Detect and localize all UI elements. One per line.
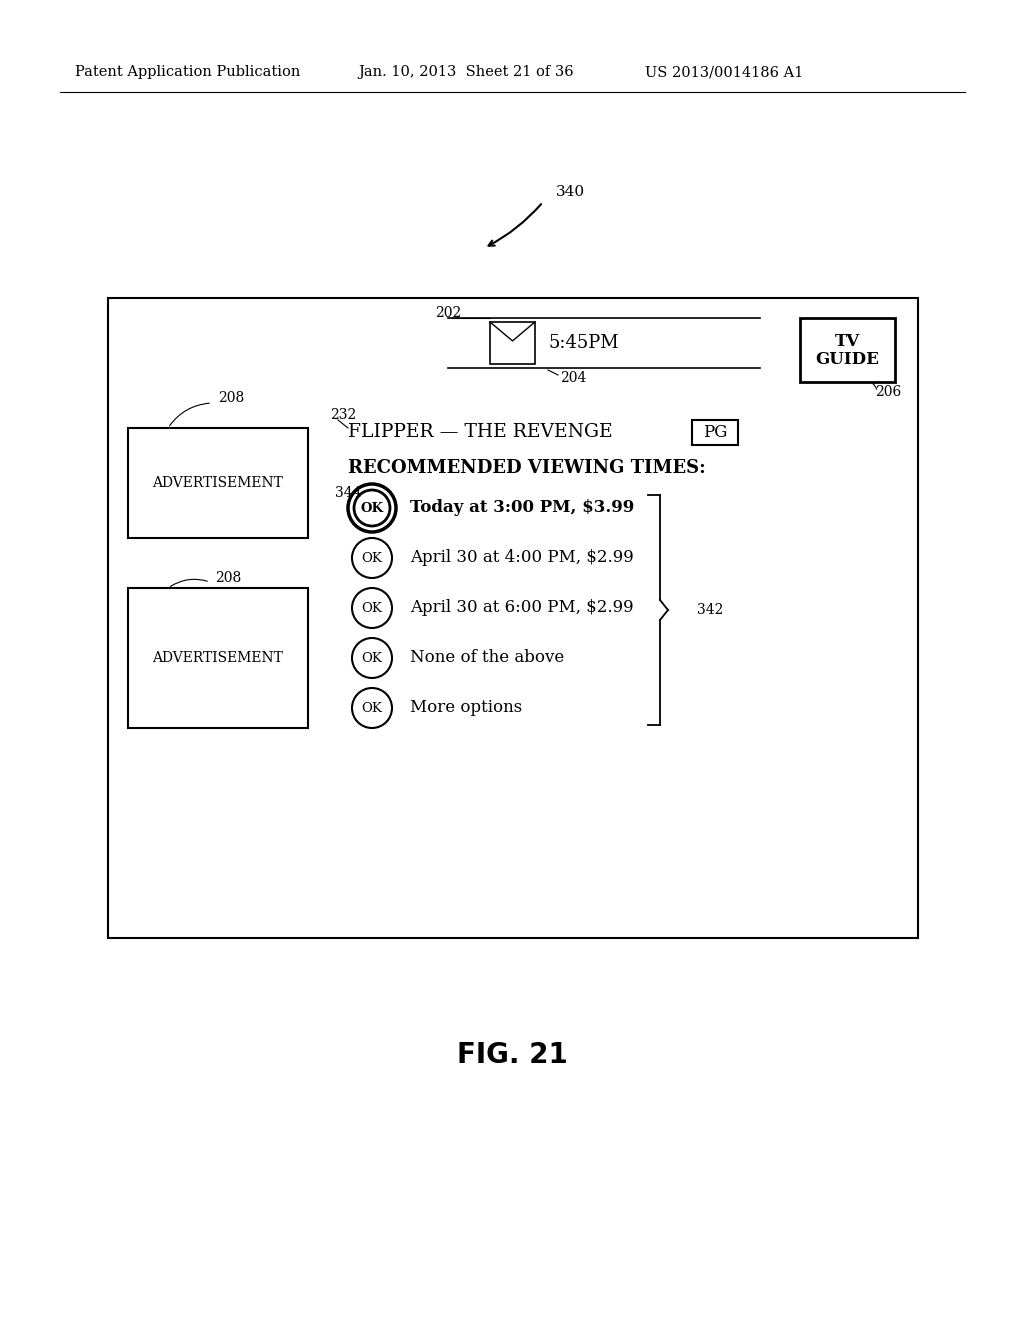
Text: OK: OK: [361, 602, 382, 615]
Text: OK: OK: [361, 652, 382, 664]
Text: RECOMMENDED VIEWING TIMES:: RECOMMENDED VIEWING TIMES:: [348, 459, 706, 477]
Text: Patent Application Publication: Patent Application Publication: [75, 65, 300, 79]
Text: April 30 at 6:00 PM, $2.99: April 30 at 6:00 PM, $2.99: [410, 599, 634, 616]
Bar: [128, 587, 308, 729]
Text: GUIDE: GUIDE: [815, 351, 880, 367]
Bar: [490, 322, 535, 364]
Text: PG: PG: [702, 424, 727, 441]
Bar: [800, 318, 895, 381]
Text: 208: 208: [215, 572, 242, 585]
Text: 204: 204: [560, 371, 587, 385]
Text: FIG. 21: FIG. 21: [457, 1041, 567, 1069]
Text: ADVERTISEMENT: ADVERTISEMENT: [153, 477, 284, 490]
Text: 202: 202: [435, 306, 461, 319]
Text: None of the above: None of the above: [410, 649, 564, 667]
Text: 206: 206: [874, 385, 901, 399]
Bar: [108, 298, 918, 939]
Text: April 30 at 4:00 PM, $2.99: April 30 at 4:00 PM, $2.99: [410, 549, 634, 566]
Text: Jan. 10, 2013  Sheet 21 of 36: Jan. 10, 2013 Sheet 21 of 36: [358, 65, 573, 79]
Text: OK: OK: [361, 552, 382, 565]
Text: ADVERTISEMENT: ADVERTISEMENT: [153, 651, 284, 665]
Text: OK: OK: [361, 701, 382, 714]
Text: 208: 208: [218, 391, 245, 405]
Text: 5:45PM: 5:45PM: [548, 334, 618, 352]
Text: More options: More options: [410, 700, 522, 717]
Bar: [692, 420, 738, 445]
Text: TV: TV: [835, 334, 860, 351]
Bar: [128, 428, 308, 539]
Text: OK: OK: [360, 502, 384, 515]
Text: Today at 3:00 PM, $3.99: Today at 3:00 PM, $3.99: [410, 499, 634, 516]
Text: 344: 344: [335, 486, 361, 500]
Text: US 2013/0014186 A1: US 2013/0014186 A1: [645, 65, 804, 79]
Text: 342: 342: [697, 603, 723, 616]
Text: 340: 340: [556, 185, 585, 199]
Text: FLIPPER — THE REVENGE: FLIPPER — THE REVENGE: [348, 422, 612, 441]
Text: 232: 232: [330, 408, 356, 422]
